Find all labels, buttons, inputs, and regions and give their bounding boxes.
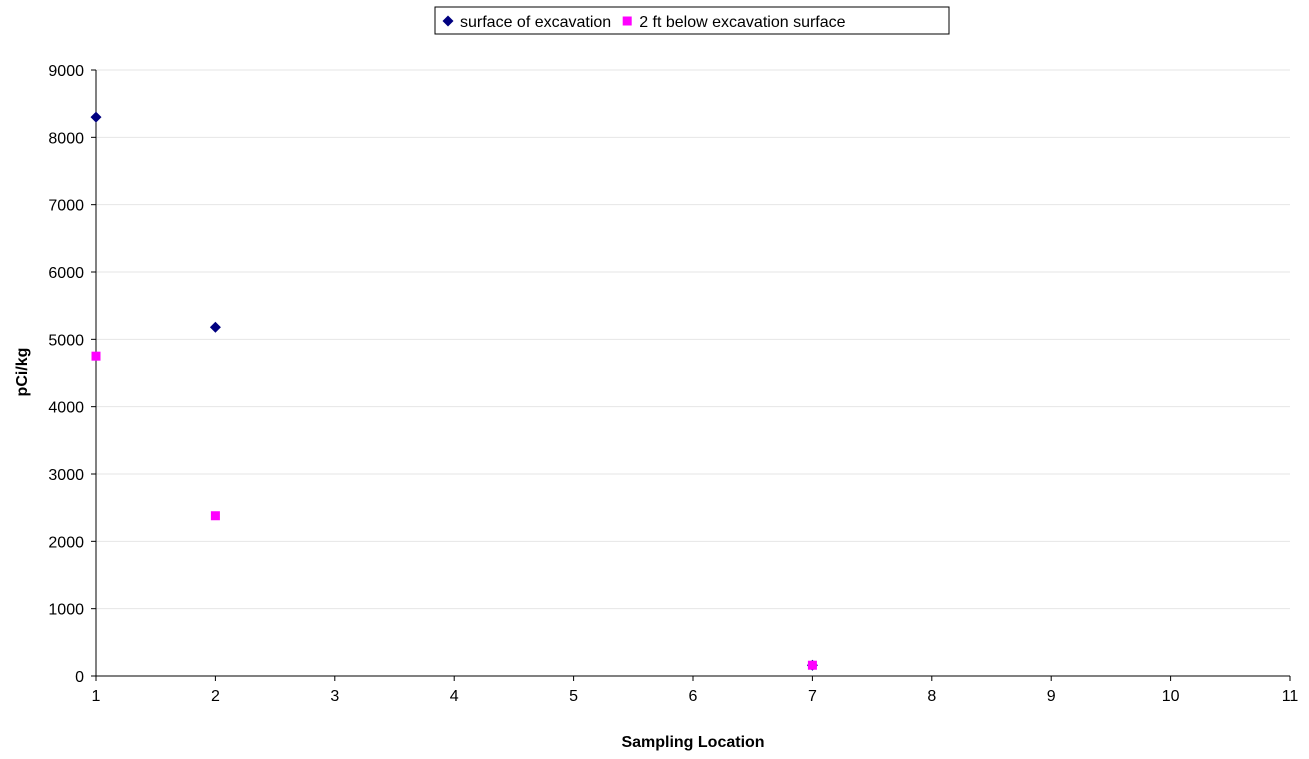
y-tick-label: 6000 — [48, 265, 84, 282]
x-tick-label: 10 — [1162, 688, 1180, 705]
x-tick-labels: 1 2 3 4 5 6 7 8 9 10 11 — [92, 688, 1299, 705]
data-points — [90, 111, 818, 671]
x-axis-title: Sampling Location — [621, 734, 764, 751]
x-tick-label: 5 — [569, 688, 578, 705]
data-point-2ft-below — [807, 660, 817, 670]
x-tick-label: 8 — [927, 688, 936, 705]
x-tick-label: 11 — [1282, 688, 1299, 705]
x-tick-label: 6 — [689, 688, 698, 705]
y-tick-label: 9000 — [48, 63, 84, 80]
y-tick-label: 0 — [75, 669, 84, 686]
y-tick-label: 1000 — [48, 602, 84, 619]
legend-square-icon — [622, 16, 632, 26]
x-tick-label: 7 — [808, 688, 817, 705]
x-tick-label: 9 — [1047, 688, 1056, 705]
x-tick-label: 2 — [211, 688, 220, 705]
legend-label: surface of excavation — [460, 14, 611, 31]
gridlines — [96, 69, 1290, 610]
axes — [91, 69, 1291, 681]
y-axis-title: pCi/kg — [14, 348, 31, 397]
y-tick-label: 7000 — [48, 198, 84, 215]
data-point-2ft-below — [91, 351, 101, 361]
y-tick-label: 5000 — [48, 332, 84, 349]
y-tick-labels: 0 1000 2000 3000 4000 5000 6000 7000 8000 9000 — [48, 63, 84, 686]
y-tick-label: 3000 — [48, 467, 84, 484]
legend-diamond-icon — [442, 15, 454, 27]
data-point-surface — [90, 111, 102, 123]
legend: surface of excavation 2 ft below excavati… — [434, 6, 950, 35]
y-tick-label: 2000 — [48, 534, 84, 551]
x-tick-label: 1 — [92, 688, 101, 705]
y-tick-label: 4000 — [48, 400, 84, 417]
x-tick-label: 3 — [330, 688, 339, 705]
legend-box — [434, 6, 950, 35]
y-tick-label: 8000 — [48, 130, 84, 147]
data-point-surface — [209, 321, 221, 333]
x-tick-label: 4 — [450, 688, 459, 705]
legend-label: 2 ft below excavation surface — [639, 14, 845, 31]
data-point-2ft-below — [210, 511, 220, 521]
